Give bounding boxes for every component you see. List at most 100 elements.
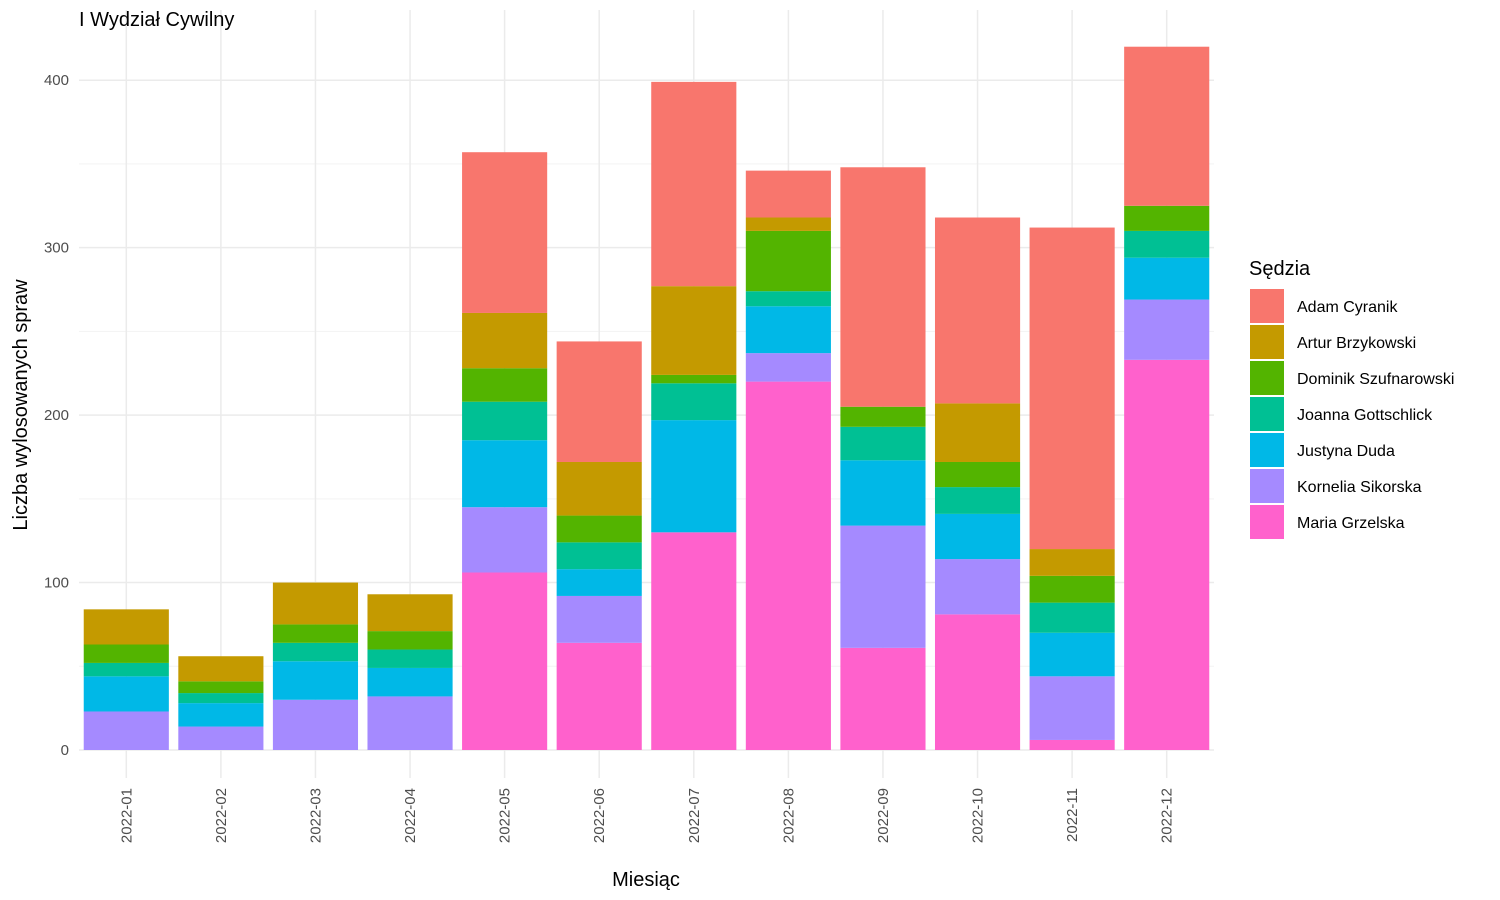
legend: Sędzia Adam Cyranik Artur Brzykowski Domin… xyxy=(1249,258,1454,539)
x-tick-label: 2022-03 xyxy=(307,788,324,843)
bar-segment xyxy=(934,559,1021,615)
bar-segment xyxy=(934,217,1021,404)
bar-segment xyxy=(556,515,642,543)
bar-segment xyxy=(556,595,642,643)
x-tick-label: 2022-09 xyxy=(875,788,892,843)
bar-segment xyxy=(1124,257,1210,300)
x-tick-label: 2022-01 xyxy=(118,788,135,843)
y-axis-title: Liczba wylosowanych spraw xyxy=(10,279,32,531)
bar-segment xyxy=(462,368,548,402)
bar-segment xyxy=(556,461,642,516)
x-tick-label: 2022-02 xyxy=(213,788,230,843)
bar-segment xyxy=(1124,230,1210,258)
bar-segment xyxy=(840,460,926,526)
y-tick-label: 400 xyxy=(44,72,69,89)
legend-label: Maria Grzelska xyxy=(1297,515,1405,532)
axis-labels: 0 100 200 300 400 2022-01 2022-02 2022-03 2022-0… xyxy=(44,72,1176,843)
bar-segment xyxy=(462,152,548,313)
legend-swatch xyxy=(1250,289,1284,323)
bar-segment xyxy=(462,507,548,573)
bar-segment xyxy=(367,649,453,668)
y-tick-label: 200 xyxy=(44,407,69,424)
bar-segment xyxy=(556,642,642,750)
bar-segment xyxy=(745,291,831,307)
bar-segment xyxy=(745,170,831,218)
bar-segment xyxy=(272,624,359,643)
bar-segment xyxy=(934,461,1021,488)
bar-segment xyxy=(934,403,1021,462)
bar-segment xyxy=(272,699,359,750)
bar-segment xyxy=(83,711,169,750)
bar-segment xyxy=(651,383,737,421)
bar-segment xyxy=(745,306,831,354)
bar-segment xyxy=(1124,299,1210,360)
x-tick-label: 2022-04 xyxy=(402,788,419,843)
legend-swatch xyxy=(1250,505,1284,539)
bar-segment xyxy=(178,681,264,694)
bar-segment xyxy=(1029,632,1115,677)
legend-swatch xyxy=(1250,469,1284,503)
bar-segment xyxy=(1124,359,1210,750)
bar-segment xyxy=(272,661,359,700)
bar-segment xyxy=(1124,46,1210,206)
legend-swatch xyxy=(1250,433,1284,467)
bar-segment xyxy=(556,341,642,462)
x-axis-title: Miesiąc xyxy=(612,869,680,891)
bar-segment xyxy=(651,81,737,287)
y-tick-label: 0 xyxy=(61,742,69,759)
bar-segment xyxy=(83,676,169,712)
bar-segment xyxy=(745,217,831,231)
bar-segment xyxy=(840,647,926,750)
legend-label: Justyna Duda xyxy=(1297,443,1395,460)
legend-swatch xyxy=(1250,361,1284,395)
bar-segment xyxy=(178,703,264,727)
bar-segment xyxy=(840,167,926,407)
bar-segment xyxy=(1029,602,1115,633)
x-tick-label: 2022-08 xyxy=(780,788,797,843)
bar-segment xyxy=(651,420,737,533)
bar-segment xyxy=(934,513,1021,560)
y-tick-label: 300 xyxy=(44,240,69,257)
legend-label: Artur Brzykowski xyxy=(1297,335,1416,352)
bar-segment xyxy=(840,406,926,427)
bar-segment xyxy=(934,487,1021,514)
bar-segment xyxy=(1029,575,1115,603)
bar-segment xyxy=(934,614,1021,750)
x-tick-label: 2022-05 xyxy=(497,788,514,843)
bar-segment xyxy=(462,312,548,369)
x-tick-label: 2022-06 xyxy=(591,788,608,843)
bar-segment xyxy=(367,696,453,750)
bar-segment xyxy=(840,525,926,648)
bar-segment xyxy=(272,642,359,662)
bar-segment xyxy=(745,230,831,292)
x-tick-label: 2022-10 xyxy=(970,788,987,843)
bar-segment xyxy=(367,594,453,632)
bar-segment xyxy=(556,569,642,596)
chart-title: I Wydział Cywilny xyxy=(79,9,234,31)
bar-segment xyxy=(367,631,453,650)
bar-segment xyxy=(462,401,548,441)
legend-label: Joanna Gottschlick xyxy=(1297,407,1433,424)
bar-segment xyxy=(840,426,926,461)
y-tick-label: 100 xyxy=(44,575,69,592)
bar-segment xyxy=(178,656,264,682)
bar-segment xyxy=(1029,549,1115,576)
legend-label: Kornelia Sikorska xyxy=(1297,479,1422,496)
bar-segment xyxy=(178,693,264,704)
bar-segment xyxy=(462,572,548,750)
bar-segment xyxy=(83,609,169,645)
legend-label: Dominik Szufnarowski xyxy=(1297,371,1454,388)
bar-segment xyxy=(556,542,642,570)
legend-label: Adam Cyranik xyxy=(1297,299,1398,316)
bar-segment xyxy=(1124,205,1210,231)
bar-segment xyxy=(178,726,264,750)
bar-segment xyxy=(745,353,831,382)
bars xyxy=(83,46,1210,750)
bar-segment xyxy=(651,374,737,384)
x-tick-label: 2022-07 xyxy=(686,788,703,843)
x-tick-label: 2022-12 xyxy=(1159,788,1176,843)
bar-segment xyxy=(272,582,359,625)
legend-title: Sędzia xyxy=(1249,258,1311,280)
bar-segment xyxy=(1029,676,1115,740)
